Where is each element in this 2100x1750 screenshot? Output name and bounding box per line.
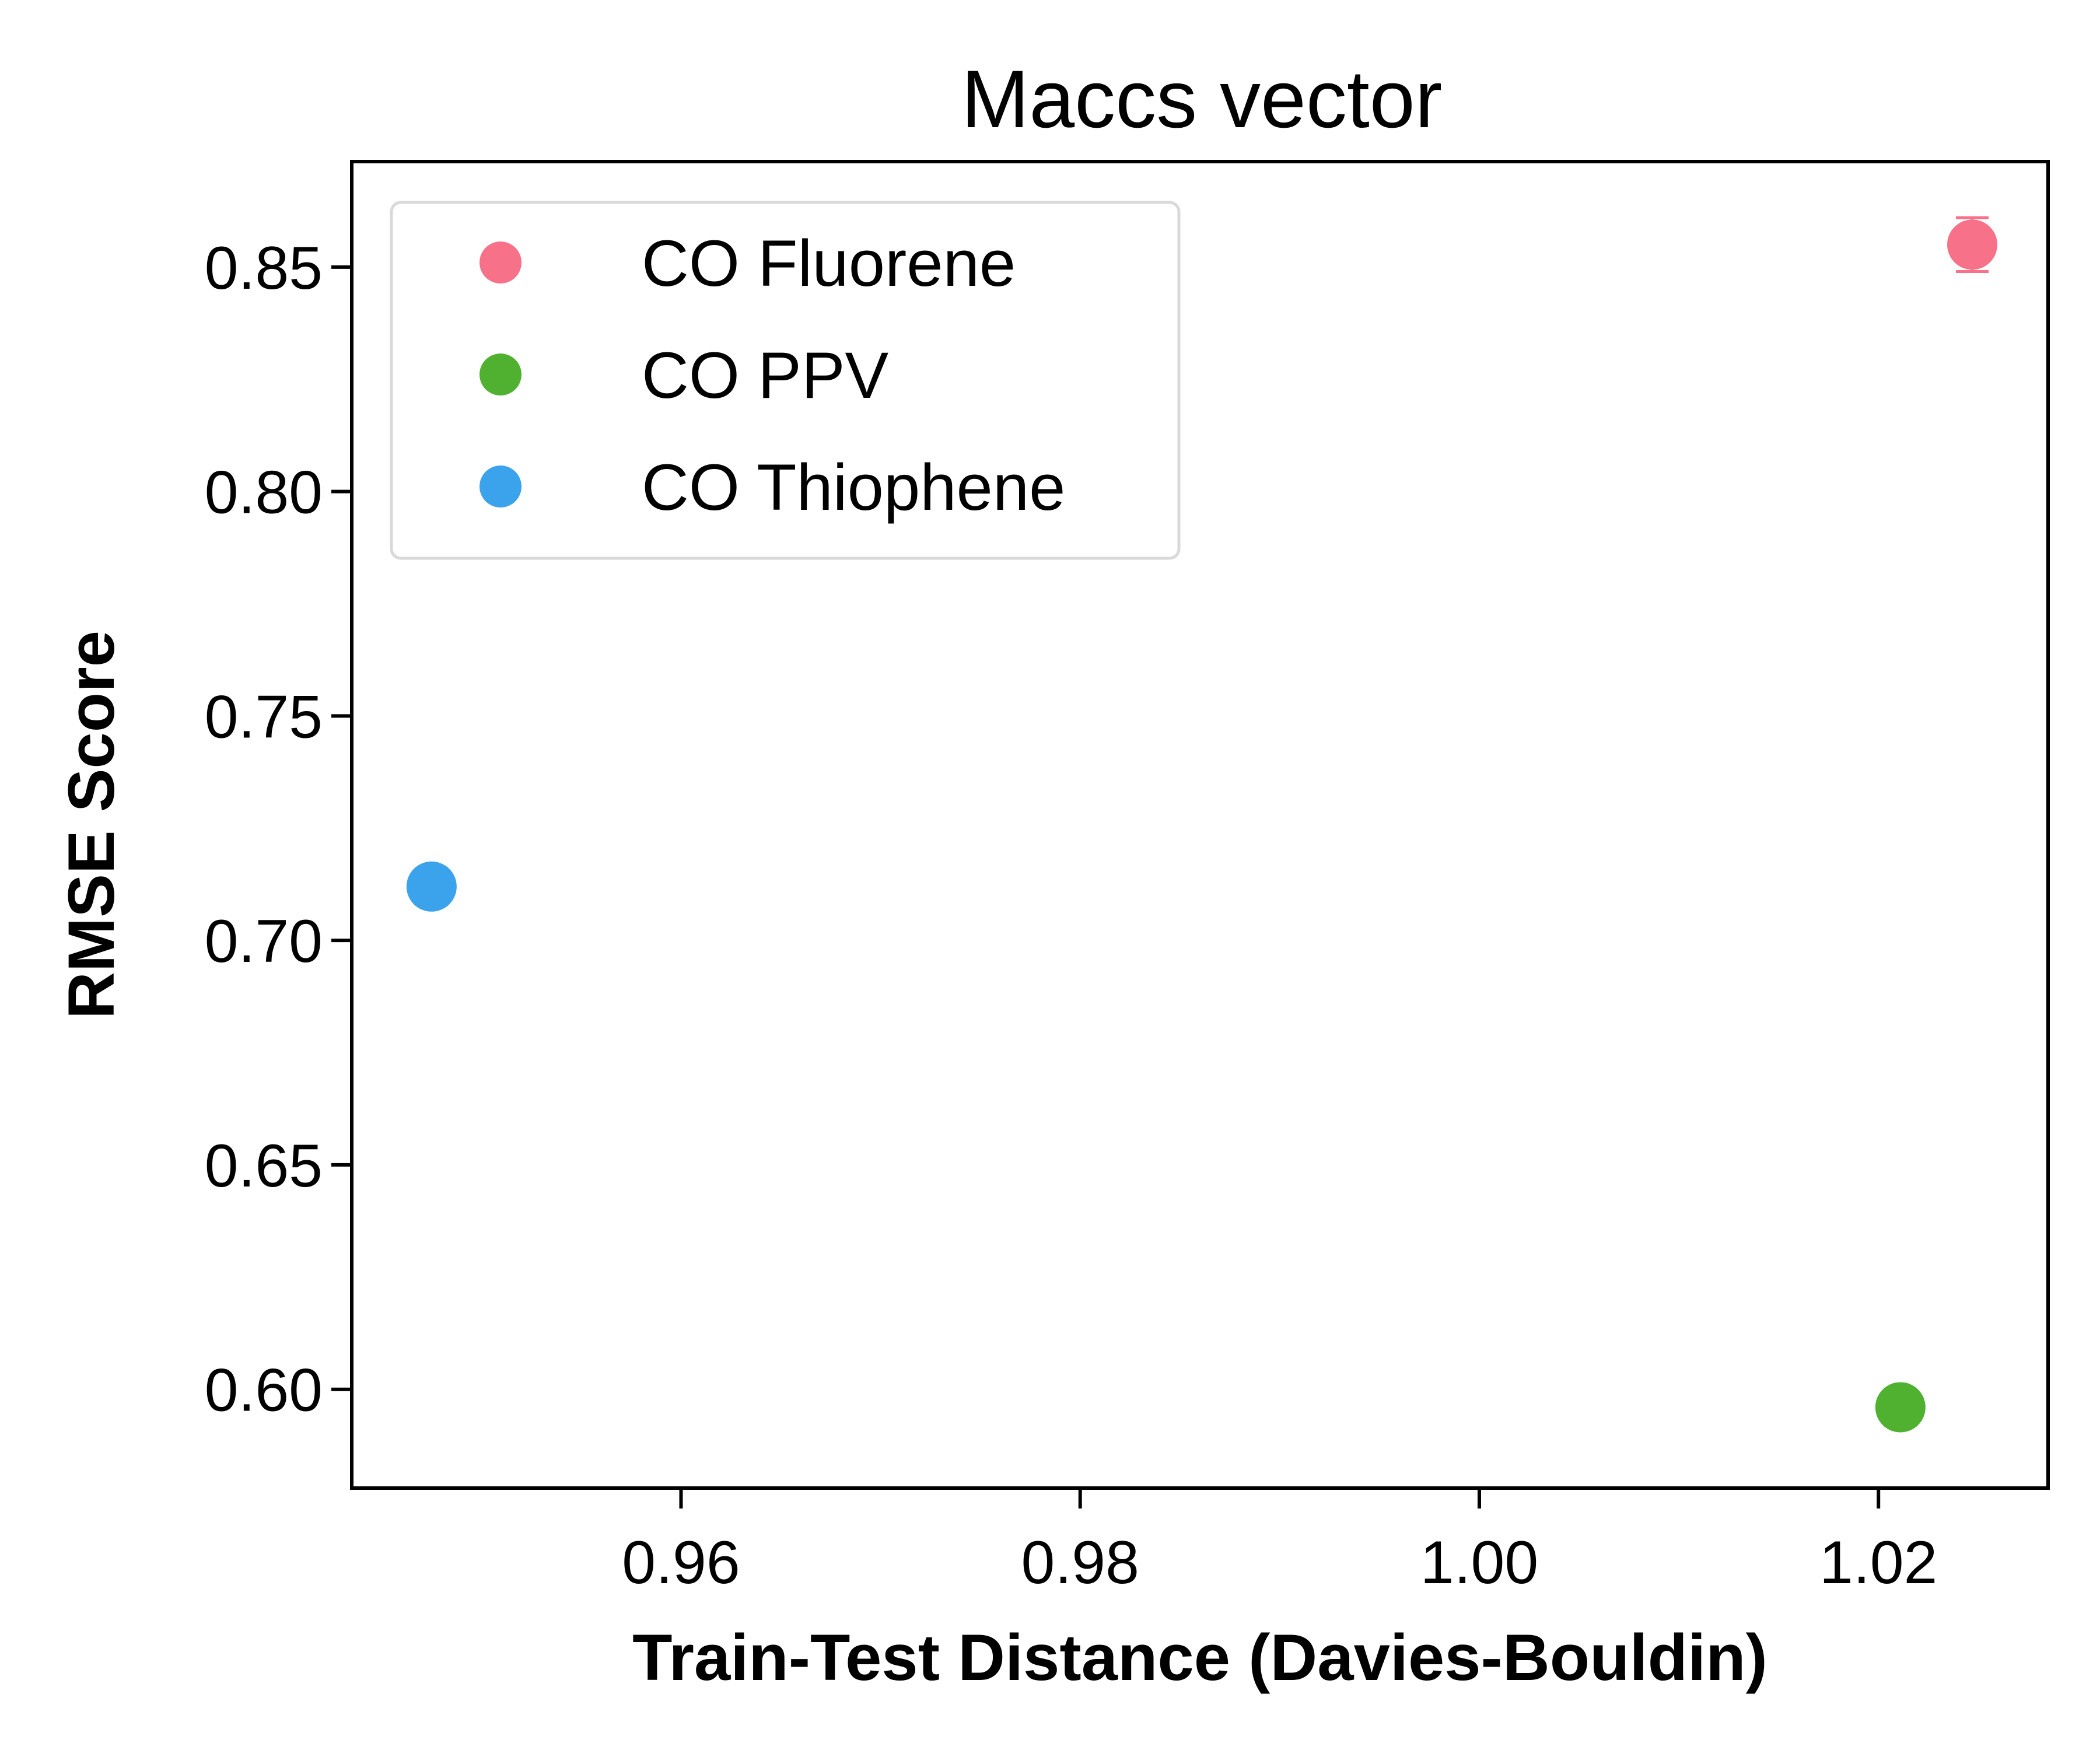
y-tick-label: 0.75	[205, 683, 323, 751]
data-point	[1947, 219, 1997, 270]
legend: CO Fluorene CO PPV CO Thiophene	[390, 201, 1181, 560]
y-axis-label: RMSE Score	[55, 631, 128, 1019]
legend-label: CO Thiophene	[642, 451, 1065, 524]
y-tick-label: 0.70	[205, 908, 323, 975]
legend-items: CO Fluorene CO PPV CO Thiophene	[480, 227, 1065, 524]
legend-label: CO PPV	[642, 339, 889, 412]
x-tick-label: 0.96	[622, 1529, 740, 1597]
legend-marker	[480, 466, 522, 508]
y-axis-ticks: 0.60 0.65 0.70 0.75 0.80 0.85	[205, 235, 352, 1424]
legend-marker	[480, 242, 522, 284]
x-axis-label: Train-Test Distance (Davies-Bouldin)	[632, 1621, 1768, 1694]
x-axis-ticks: 0.96 0.98 1.00 1.02	[622, 1488, 1937, 1597]
chart-title: Maccs vector	[961, 53, 1443, 145]
legend-marker	[480, 354, 522, 396]
data-marks	[406, 216, 1997, 1433]
data-point	[1875, 1382, 1926, 1433]
plot-frame	[350, 160, 2050, 1490]
x-tick-label: 0.98	[1021, 1529, 1139, 1597]
x-tick-label: 1.02	[1819, 1529, 1937, 1597]
legend-label: CO Fluorene	[642, 227, 1016, 300]
legend-frame	[390, 201, 1181, 560]
y-tick-label: 0.60	[205, 1357, 323, 1424]
data-point	[406, 861, 457, 912]
y-tick-label: 0.65	[205, 1132, 323, 1200]
y-tick-label: 0.85	[205, 235, 323, 302]
x-tick-label: 1.00	[1420, 1529, 1538, 1597]
y-tick-label: 0.80	[205, 459, 323, 527]
